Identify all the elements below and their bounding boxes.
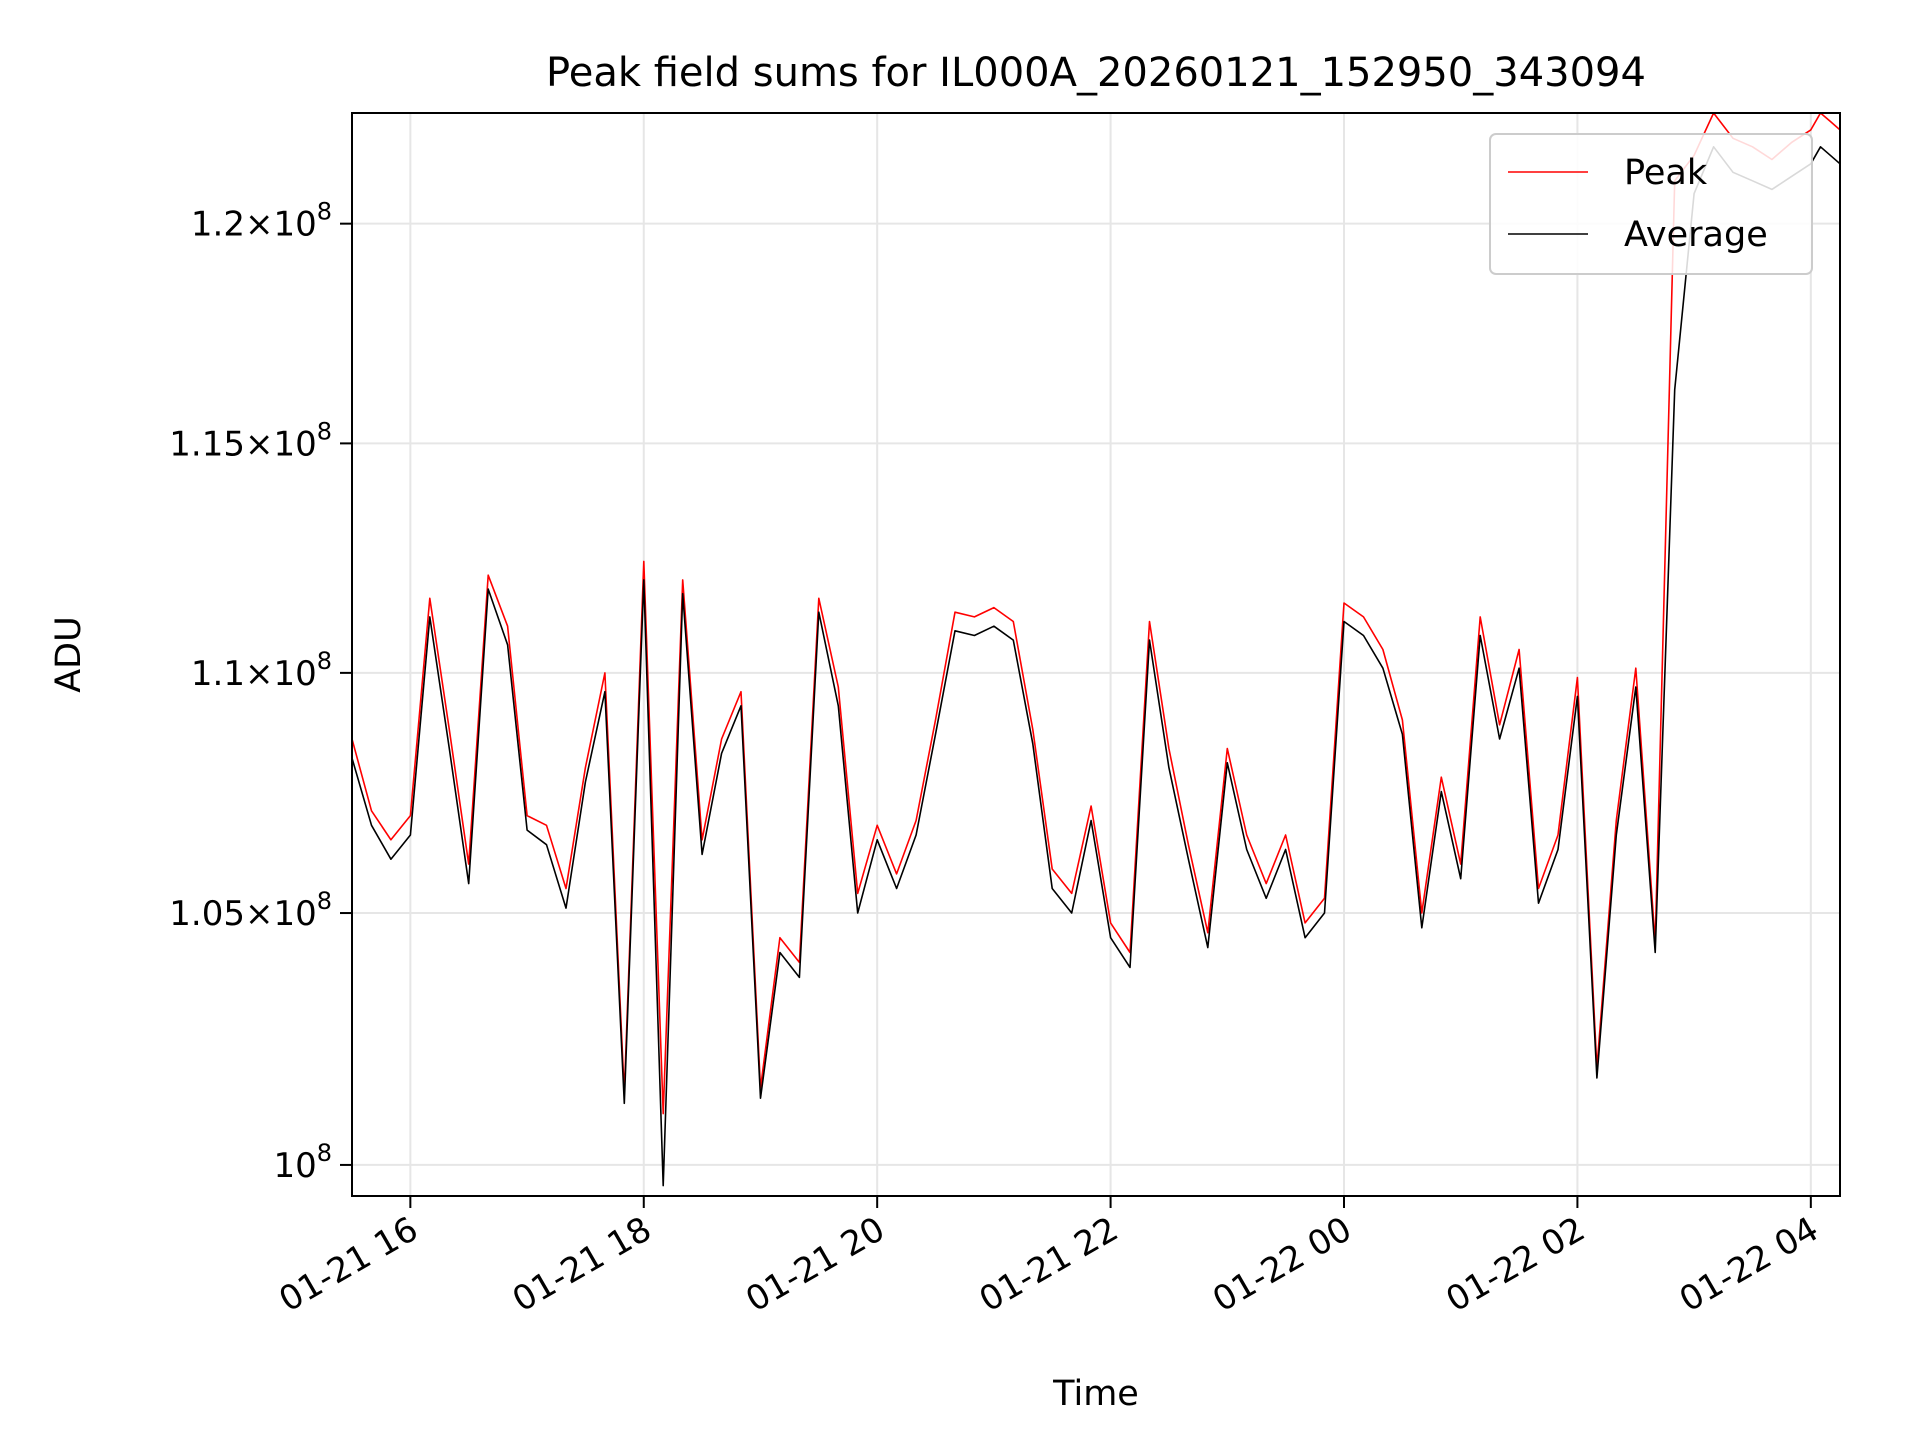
y-tick-label: 108	[273, 1139, 332, 1186]
y-tick-base: 10	[273, 654, 316, 694]
y-tick-exponent: 8	[317, 647, 332, 675]
x-tick-label: 01-21 16	[272, 1209, 424, 1320]
y-tick-exponent: 8	[317, 417, 332, 445]
chart-title: Peak field sums for IL000A_20260121_1529…	[546, 50, 1646, 96]
legend-label-peak: Peak	[1624, 153, 1708, 193]
y-tick-base: 10	[273, 424, 316, 464]
y-tick-base: 10	[273, 1146, 316, 1186]
y-tick-label: 1.05×108	[169, 887, 332, 934]
x-tick-label: 01-21 18	[506, 1209, 658, 1320]
y-tick-times: ×	[245, 424, 274, 464]
legend-box	[1489, 133, 1813, 275]
y-tick-mantissa: 1.2	[191, 205, 245, 245]
x-tick-label: 01-22 04	[1673, 1209, 1825, 1320]
y-tick-times: ×	[245, 894, 274, 934]
grid	[352, 113, 1840, 1196]
x-axis-label: Time	[1052, 1374, 1139, 1414]
y-tick-label: 1.2×108	[191, 198, 332, 245]
y-tick-mantissa: 1.15	[169, 424, 245, 464]
series-line-peak	[352, 113, 1840, 1115]
y-tick-exponent: 8	[317, 1139, 332, 1167]
y-tick-times: ×	[245, 654, 274, 694]
y-tick-exponent: 8	[317, 198, 332, 226]
y-tick-label: 1.15×108	[169, 417, 332, 464]
x-tick-label: 01-22 00	[1206, 1209, 1358, 1320]
y-tick-mantissa: 1.1	[191, 654, 245, 694]
x-tick-label: 01-22 02	[1440, 1209, 1592, 1320]
y-tick-exponent: 8	[317, 887, 332, 915]
series-line-average	[352, 146, 1840, 1187]
y-tick-label: 1.1×108	[191, 647, 332, 694]
y-tick-mantissa: 1.05	[169, 894, 245, 934]
x-tick-label: 01-21 22	[973, 1209, 1125, 1320]
legend-label-average: Average	[1624, 215, 1768, 255]
y-axis-label: ADU	[49, 616, 89, 693]
y-tick-times: ×	[245, 205, 274, 245]
plot-area	[352, 113, 1840, 1187]
y-tick-base: 10	[273, 205, 316, 245]
y-tick-base: 10	[273, 894, 316, 934]
legend: Peak Average	[1489, 133, 1813, 275]
x-tick-label: 01-21 20	[739, 1209, 891, 1320]
axes-frame	[351, 112, 1841, 1197]
